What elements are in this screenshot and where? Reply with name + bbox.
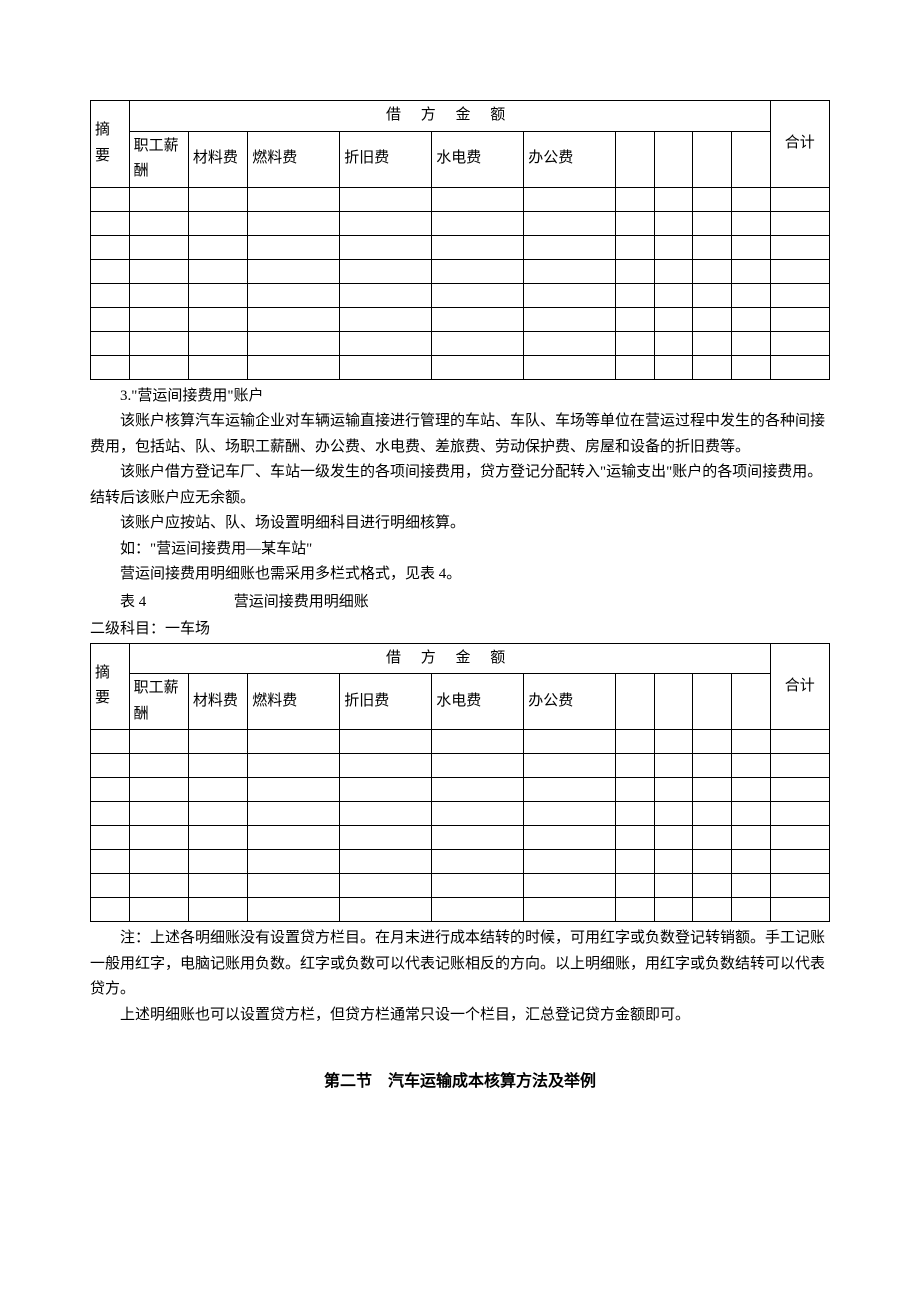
col-header-total: 合计 (770, 643, 829, 730)
table-row (91, 730, 830, 754)
col-header-depr: 折旧费 (340, 131, 432, 187)
table-row (91, 187, 830, 211)
col-header-summary: 摘要 (91, 643, 130, 730)
col-header-fuel: 燃料费 (248, 131, 340, 187)
section2-title: 第二节 汽车运输成本核算方法及举例 (90, 1068, 830, 1095)
col-header-total: 合计 (770, 101, 829, 188)
table-row (91, 331, 830, 355)
table-debit-amount-1: 摘要 借 方 金 额 合计 职工薪酬 材料费 燃料费 折旧费 水电费 办公费 (90, 100, 830, 380)
table-row (91, 259, 830, 283)
table-debit-amount-2: 摘要 借 方 金 额 合计 职工薪酬 材料费 燃料费 折旧费 水电费 办公费 (90, 643, 830, 923)
table-row (91, 850, 830, 874)
col-blank (693, 131, 732, 187)
table-row (91, 235, 830, 259)
col-header-office: 办公费 (524, 131, 616, 187)
table4-label: 表 4 营运间接费用明细账 (90, 590, 830, 616)
table-row (91, 754, 830, 778)
col-header-water: 水电费 (432, 131, 524, 187)
note-p1: 注：上述各明细账没有设置贷方栏目。在月末进行成本结转的时候，可用红字或负数登记转… (90, 926, 830, 1003)
section3-p3: 该账户应按站、队、场设置明细科目进行明细核算。 (90, 511, 830, 537)
col-blank (616, 131, 655, 187)
table-row (91, 355, 830, 379)
table-label-prefix: 表 4 (120, 594, 146, 610)
table-row (91, 778, 830, 802)
col-blank (732, 131, 771, 187)
col-header-office: 办公费 (524, 674, 616, 730)
col-header-salary: 职工薪酬 (129, 674, 188, 730)
section3-p5: 营运间接费用明细账也需采用多栏式格式，见表 4。 (90, 562, 830, 588)
table-row (91, 283, 830, 307)
col-header-main: 借 方 金 额 (129, 643, 770, 674)
col-blank (732, 674, 771, 730)
col-header-main: 借 方 金 额 (129, 101, 770, 132)
section3-p1: 该账户核算汽车运输企业对车辆运输直接进行管理的车站、车队、车场等单位在营运过程中… (90, 409, 830, 460)
table-label-title: 营运间接费用明细账 (234, 594, 369, 610)
col-header-material: 材料费 (188, 674, 247, 730)
col-blank (616, 674, 655, 730)
table-row (91, 802, 830, 826)
col-header-summary: 摘要 (91, 101, 130, 188)
col-header-depr: 折旧费 (340, 674, 432, 730)
col-header-water: 水电费 (432, 674, 524, 730)
col-header-material: 材料费 (188, 131, 247, 187)
subject-label: 二级科目：一车场 (90, 617, 830, 643)
section3-p2: 该账户借方登记车厂、车站一级发生的各项间接费用，贷方登记分配转入"运输支出"账户… (90, 460, 830, 511)
table-row (91, 874, 830, 898)
table-row (91, 211, 830, 235)
section3-title: 3."营运间接费用"账户 (90, 384, 830, 410)
col-blank (654, 131, 693, 187)
col-header-salary: 职工薪酬 (129, 131, 188, 187)
note-p2: 上述明细账也可以设置贷方栏，但贷方栏通常只设一个栏目，汇总登记贷方金额即可。 (90, 1003, 830, 1029)
section3-p4: 如："营运间接费用—某车站" (90, 537, 830, 563)
table-row (91, 898, 830, 922)
table-row (91, 307, 830, 331)
col-blank (654, 674, 693, 730)
col-header-fuel: 燃料费 (248, 674, 340, 730)
table-row (91, 826, 830, 850)
col-blank (693, 674, 732, 730)
